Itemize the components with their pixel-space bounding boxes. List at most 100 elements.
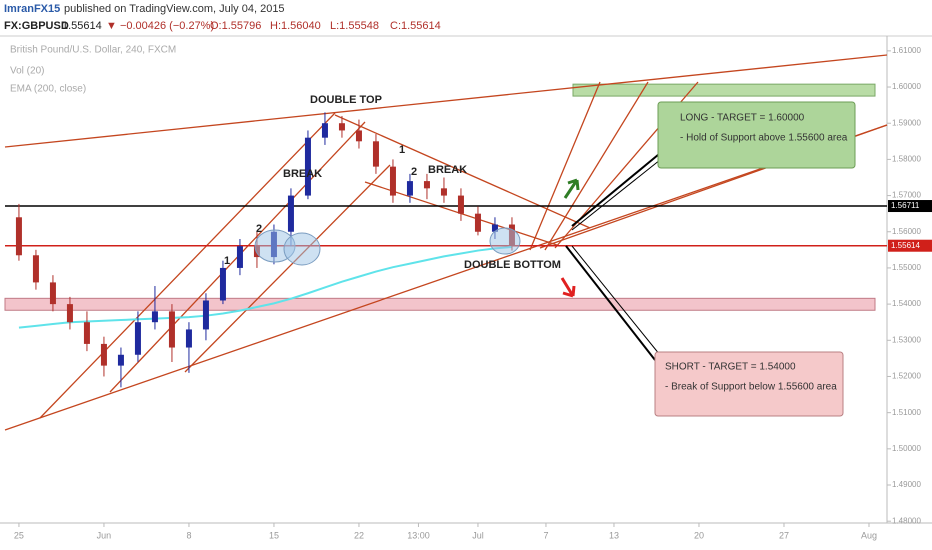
candle-body <box>287 195 294 232</box>
candle-body <box>338 123 345 131</box>
last-price: 1.55614 <box>62 20 102 32</box>
candle-body <box>389 166 396 196</box>
candle-body <box>117 354 124 366</box>
pointer <box>571 151 671 231</box>
annotation: DOUBLE BOTTOM <box>464 259 561 271</box>
y-tick-label: 1.58000 <box>892 155 921 164</box>
y-tick-label: 1.61000 <box>892 46 921 55</box>
indicator-label: Vol (20) <box>10 66 44 77</box>
price-label: 1.55614 <box>891 241 920 250</box>
zone <box>572 83 876 97</box>
pointer <box>565 245 656 361</box>
candle-body <box>491 224 498 232</box>
symbol: FX:GBPUSD <box>4 20 69 32</box>
candle-body <box>32 255 39 283</box>
close: C:1.55614 <box>390 20 441 32</box>
candle-body <box>355 130 362 142</box>
chart-title: British Pound/U.S. Dollar, 240, FXCM <box>10 45 176 56</box>
x-tick-label: 8 <box>186 530 191 540</box>
x-tick-label: Jul <box>472 530 484 540</box>
y-tick-label: 1.48000 <box>892 516 921 525</box>
annotation: BREAK <box>428 164 467 176</box>
annotation: BREAK <box>283 168 322 180</box>
long-box <box>657 101 856 169</box>
up-arrow <box>563 178 580 199</box>
x-tick-label: 7 <box>543 530 548 540</box>
indicator-label: EMA (200, close) <box>10 84 86 95</box>
annotation: DOUBLE TOP <box>310 94 382 106</box>
candle-body <box>474 213 481 232</box>
short-note: - Break of Support below 1.55600 area <box>665 382 837 393</box>
candle-body <box>304 137 311 196</box>
trend-line <box>544 81 649 251</box>
candle-body <box>151 311 158 323</box>
y-tick-label: 1.60000 <box>892 82 921 91</box>
x-tick-label: 15 <box>269 530 279 540</box>
open: O:1.55796 <box>210 20 261 32</box>
candle-body <box>185 329 192 348</box>
candle-body <box>15 217 22 256</box>
candle-body <box>134 322 141 355</box>
y-tick-label: 1.55000 <box>892 263 921 272</box>
candle-body <box>423 181 430 189</box>
y-tick-label: 1.51000 <box>892 408 921 417</box>
author[interactable]: ImranFX15 <box>4 3 60 15</box>
price-label-box <box>888 239 932 252</box>
y-tick-label: 1.56000 <box>892 227 921 236</box>
candle-body <box>49 282 56 305</box>
annotation: 1 <box>399 144 405 156</box>
y-tick-label: 1.53000 <box>892 335 921 344</box>
x-tick-label: Aug <box>861 530 877 540</box>
y-tick-label: 1.52000 <box>892 372 921 381</box>
candle-body <box>440 188 447 196</box>
trend-line <box>184 164 391 373</box>
x-tick-label: 20 <box>694 530 704 540</box>
candle-body <box>457 195 464 214</box>
published: published on TradingView.com, July 04, 2… <box>64 3 285 15</box>
short-title: SHORT - TARGET = 1.54000 <box>665 362 796 373</box>
ellipse <box>489 227 521 255</box>
trend-line <box>4 54 888 148</box>
pointer <box>571 245 661 356</box>
high: H:1.56040 <box>270 20 321 32</box>
trend-line <box>39 112 336 419</box>
down-arrow <box>560 277 576 298</box>
annotation: 1 <box>224 255 230 267</box>
price-label-box <box>888 200 932 213</box>
annotation: 2 <box>411 166 417 178</box>
pattern-marks <box>254 144 671 361</box>
low: L:1.55548 <box>330 20 379 32</box>
pointer <box>571 144 671 227</box>
y-tick-label: 1.59000 <box>892 118 921 127</box>
x-tick-label: 27 <box>779 530 789 540</box>
candle-body <box>66 304 73 323</box>
candle-body <box>83 322 90 344</box>
ellipse <box>283 232 321 266</box>
y-tick-label: 1.50000 <box>892 444 921 453</box>
x-tick-label: 13 <box>609 530 619 540</box>
change: ▼ −0.00426 (−0.27%) <box>106 20 214 32</box>
long-note: - Hold of Support above 1.55600 area <box>680 133 848 144</box>
x-tick-label: 13:00 <box>407 530 430 540</box>
trend-line <box>529 81 601 251</box>
annotation: 2 <box>256 223 262 235</box>
x-tick-label: 25 <box>14 530 24 540</box>
y-tick-label: 1.57000 <box>892 191 921 200</box>
x-tick-label: Jun <box>97 530 112 540</box>
long-title: LONG - TARGET = 1.60000 <box>680 113 805 124</box>
candle-body <box>100 343 107 366</box>
candle-body <box>168 311 175 348</box>
candle-body <box>219 267 226 301</box>
candle-body <box>321 123 328 138</box>
y-tick-label: 1.54000 <box>892 299 921 308</box>
candle-body <box>236 246 243 268</box>
short-box <box>654 351 844 417</box>
x-tick-label: 22 <box>354 530 364 540</box>
price-label: 1.56711 <box>891 201 920 210</box>
candle-body <box>406 181 413 196</box>
trend-line <box>364 181 561 247</box>
trend-line <box>4 124 888 431</box>
zone <box>4 297 876 311</box>
